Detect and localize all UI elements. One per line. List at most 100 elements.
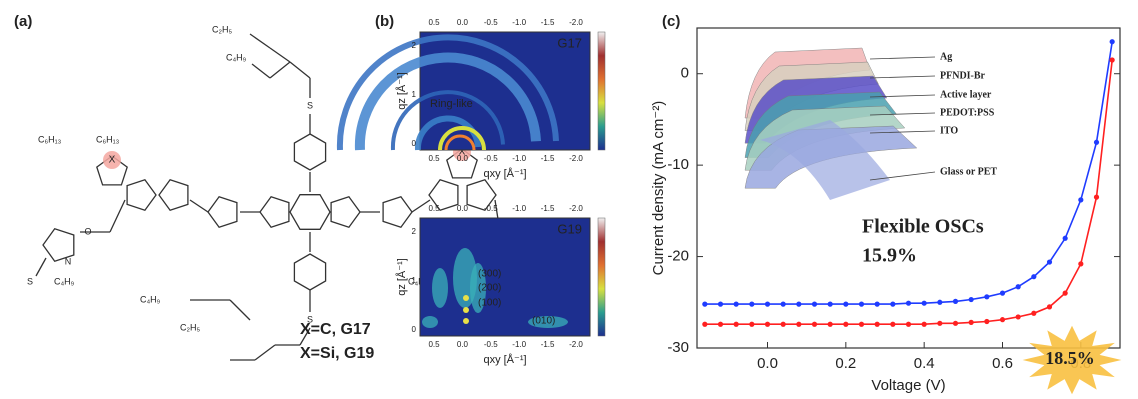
- data-point: [984, 294, 990, 300]
- data-point: [937, 299, 943, 305]
- data-point: [952, 320, 959, 326]
- bond: [289, 61, 311, 79]
- thiophene-ring: [428, 179, 459, 211]
- atom-label: O: [84, 226, 91, 236]
- y-tick-label: 0: [412, 325, 417, 334]
- data-point: [702, 301, 708, 307]
- atom-label: S: [307, 100, 313, 110]
- x-tick-label: -0.5: [484, 204, 498, 213]
- data-point: [952, 298, 959, 304]
- phenyl-ring: [293, 133, 327, 171]
- x-tick-label: -1.5: [541, 18, 555, 27]
- panel-label: (a): [14, 13, 32, 30]
- y-tick-label: 1: [412, 276, 417, 285]
- bond: [35, 257, 47, 277]
- scattering-ring: [390, 90, 505, 151]
- scattering-spot: [432, 268, 448, 308]
- x-tick-label: -0.5: [484, 18, 498, 27]
- x-tick-label: 0.0: [757, 355, 778, 372]
- x-tick-label: 0.5: [428, 154, 440, 163]
- x-axis-label: qxy [Å⁻¹]: [483, 167, 526, 180]
- data-point: [1109, 57, 1115, 63]
- data-point: [764, 301, 771, 307]
- x-tick-label: 0.2: [835, 355, 856, 372]
- data-point: [733, 321, 739, 327]
- leader-line: [869, 130, 936, 134]
- x-tick-label: 0.0: [457, 204, 469, 213]
- data-point: [1109, 39, 1115, 45]
- scattering-spot: [422, 316, 438, 328]
- scattering-spot: [463, 307, 469, 313]
- thiophene-ring: [466, 179, 497, 211]
- y-axis-label: Current density (mA cm⁻²): [650, 101, 667, 276]
- map-annotation: (100): [478, 298, 501, 309]
- y-tick-label: 2: [412, 227, 417, 236]
- fused-ring: [96, 155, 128, 186]
- substituent-label: C₄H₉: [408, 276, 429, 286]
- data-point: [905, 321, 912, 327]
- data-point: [749, 301, 755, 307]
- inset-label: PEDOT:PSS: [940, 107, 995, 118]
- leader-line: [869, 171, 936, 181]
- leader-line: [869, 75, 936, 79]
- inset-label: PFNDI-Br: [940, 70, 986, 81]
- data-point: [1031, 274, 1037, 280]
- data-point: [874, 301, 880, 307]
- x-tick-label: -0.5: [484, 154, 498, 163]
- thiophene-ring: [259, 196, 290, 228]
- data-point: [811, 321, 818, 327]
- x-tick-label: 0.5: [428, 204, 440, 213]
- data-point: [827, 321, 833, 327]
- x-tick-label: -1.5: [541, 154, 555, 163]
- map-annotation: Ring-like: [430, 98, 473, 110]
- data-point: [890, 301, 896, 307]
- x-tick-label: -1.5: [541, 340, 555, 349]
- x-tick-label: -0.5: [484, 340, 498, 349]
- data-point: [968, 296, 974, 303]
- scattering-ring: [336, 34, 559, 151]
- substituent-label: C₂H₅: [180, 322, 200, 332]
- scattering-ring: [438, 126, 486, 151]
- annotation: 15.9%: [862, 245, 917, 267]
- device-substrate: [760, 120, 890, 200]
- atom-label: N: [65, 256, 72, 266]
- bond: [269, 61, 291, 79]
- data-point: [1046, 304, 1053, 310]
- thiophene-ring: [158, 179, 189, 211]
- fused-ring: [446, 148, 478, 179]
- y-tick-label: -30: [667, 339, 689, 356]
- inset-label: ITO: [940, 125, 958, 136]
- bond: [251, 63, 271, 79]
- starburst: [1022, 325, 1122, 395]
- data-point: [717, 301, 724, 307]
- data-point: [1031, 310, 1037, 316]
- map-annotation: (200): [478, 283, 501, 294]
- data-point: [858, 301, 865, 307]
- legend-entry: X=Si, G19: [300, 345, 374, 362]
- bond: [411, 199, 431, 213]
- data-point: [749, 321, 755, 327]
- y-tick-label: -20: [667, 248, 689, 265]
- thiophene-ring: [126, 179, 157, 211]
- legend-entry: X=C, G17: [300, 321, 371, 338]
- leader-line: [869, 56, 936, 60]
- x-tick-label: -1.0: [512, 154, 526, 163]
- data-point: [999, 317, 1006, 323]
- colorbar: [597, 31, 606, 151]
- bond: [109, 199, 126, 233]
- atom-label: X: [109, 155, 116, 166]
- y-axis-label: qz [Å⁻¹]: [395, 258, 408, 296]
- x-tick-label: -2.0: [569, 204, 583, 213]
- y-tick-label: 0: [681, 65, 689, 82]
- data-point: [702, 321, 708, 327]
- data-point: [1015, 314, 1021, 320]
- x-tick-label: -2.0: [569, 154, 583, 163]
- x-tick-label: -2.0: [569, 18, 583, 27]
- y-tick-label: 0: [412, 139, 417, 148]
- data-point: [796, 301, 802, 307]
- x-tick-label: 0.6: [992, 355, 1013, 372]
- x-tick-label: -1.0: [512, 340, 526, 349]
- x-tick-label: 0.5: [428, 340, 440, 349]
- annotation: Flexible OSCs: [862, 216, 984, 238]
- data-point: [937, 320, 943, 326]
